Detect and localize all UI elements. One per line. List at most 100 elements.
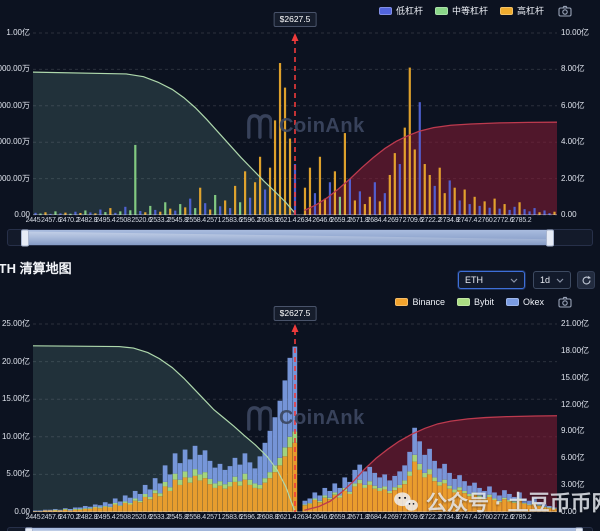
coin-select[interactable]: ETH <box>458 271 525 289</box>
x-axis-label: 2760 <box>477 514 493 521</box>
low-leverage-swatch <box>378 6 392 15</box>
datazoom-right-handle[interactable] <box>575 527 583 531</box>
legend-item-binance[interactable]: Binance <box>395 297 445 307</box>
price-marker-bottom: $2627.5 <box>273 306 317 321</box>
x-axis-label: 2470.2 <box>59 217 80 224</box>
y-axis-label: 8,000.00万 <box>0 64 30 74</box>
top-datazoom-slider[interactable] <box>7 229 593 246</box>
x-axis-label: 2621.4 <box>276 217 297 224</box>
datazoom-left-handle[interactable] <box>21 229 29 246</box>
x-axis-label: 2482.8 <box>77 217 98 224</box>
legend-label: 中等杠杆 <box>451 6 488 16</box>
y-axis-label: 3.00亿 <box>561 480 585 490</box>
x-axis-label: 2596.2 <box>239 217 261 224</box>
x-axis-label: 2621.4 <box>276 514 297 521</box>
x-axis-label: 2608.8 <box>258 514 279 521</box>
x-axis-label: 2785.2 <box>511 217 532 224</box>
x-axis-label: 2671.8 <box>348 217 369 224</box>
x-axis-label: 2508 <box>116 217 131 224</box>
x-axis-label: 2583.6 <box>221 514 243 521</box>
datazoom-left-handle[interactable] <box>25 527 33 531</box>
refresh-button[interactable] <box>577 271 595 289</box>
legend-label: Bybit <box>473 297 494 307</box>
y-axis-label: 8.00亿 <box>561 64 585 74</box>
datazoom-right-handle[interactable] <box>546 229 554 246</box>
bottom-datazoom-slider[interactable] <box>7 527 593 531</box>
x-axis-label: 2760 <box>477 217 493 224</box>
camera-icon[interactable] <box>558 5 572 17</box>
chevron-down-icon <box>556 278 564 283</box>
x-axis-label: 2457.6 <box>40 514 62 521</box>
x-axis-label: 2684.4 <box>366 217 387 224</box>
y-axis-label: 9.00亿 <box>561 426 585 436</box>
y-axis-label: 0.00 <box>561 507 577 516</box>
legend-item-high-leverage[interactable]: 高杠杆 <box>499 4 544 17</box>
x-axis-label: 2785.2 <box>511 514 532 521</box>
x-axis-label: 2734.8 <box>438 217 460 224</box>
x-axis-label: 2772.6 <box>493 217 514 224</box>
y-axis-label: 15.00亿 <box>561 372 590 382</box>
y-axis-label: 15.00亿 <box>1 394 30 404</box>
y-axis-label: 25.00亿 <box>1 319 30 328</box>
bottom-chart-legend: Binance Bybit Okex <box>395 296 572 308</box>
legend-label: Binance <box>412 297 445 307</box>
datazoom-selection[interactable] <box>29 528 579 531</box>
x-axis-label: 2709.6 <box>402 217 423 224</box>
x-axis-label: 2508 <box>116 514 131 521</box>
x-axis-label: 2772.6 <box>493 514 514 521</box>
x-axis-label: 2445 <box>25 514 41 521</box>
y-axis-label: 4.00亿 <box>561 137 585 147</box>
refresh-icon <box>582 275 591 284</box>
y-axis-label: 6,000.00万 <box>0 100 30 110</box>
x-axis-label: 2545.8 <box>167 217 188 224</box>
high-leverage-swatch <box>499 6 513 15</box>
datazoom-selection[interactable] <box>25 230 550 245</box>
x-axis-label: 2646.6 <box>312 217 333 224</box>
x-axis-label: 2722.2 <box>420 514 442 521</box>
legend-item-bybit[interactable]: Bybit <box>456 297 494 307</box>
okex-swatch <box>505 298 519 306</box>
bottom-liquidation-chart <box>32 323 558 513</box>
binance-swatch <box>395 298 409 306</box>
y-axis-label: 2.00亿 <box>561 173 585 183</box>
legend-item-mid-leverage[interactable]: 中等杠杆 <box>434 4 488 17</box>
chevron-down-icon <box>510 278 518 283</box>
x-axis-label: 2646.6 <box>312 514 333 521</box>
x-axis-label: 2684.4 <box>366 514 387 521</box>
timeframe-select-value: 1d <box>540 275 551 285</box>
x-axis-label: 2558.4 <box>185 514 206 521</box>
x-axis-label: 2659.2 <box>330 514 351 521</box>
x-axis-label: 2445 <box>25 217 41 224</box>
x-axis-label: 2596.2 <box>239 514 261 521</box>
x-axis-label: 2583.6 <box>221 217 243 224</box>
y-axis-label: 1.00亿 <box>6 28 30 37</box>
timeframe-select[interactable]: 1d <box>533 271 571 289</box>
x-axis-label: 2659.2 <box>330 217 351 224</box>
x-axis-label: 2734.8 <box>438 514 460 521</box>
x-axis-label: 2697 <box>387 514 403 521</box>
x-axis-label: 2709.6 <box>402 514 423 521</box>
x-axis-label: 2520.6 <box>131 217 152 224</box>
y-axis-label: 0.00 <box>561 210 577 219</box>
y-axis-label: 21.00亿 <box>561 319 590 328</box>
x-axis-label: 2470.2 <box>59 514 80 521</box>
x-axis-label: 2747.4 <box>457 217 478 224</box>
x-axis-label: 2747.4 <box>457 514 478 521</box>
x-axis-label: 2571 <box>206 217 222 224</box>
x-axis-label: 2608.8 <box>258 217 279 224</box>
x-axis-label: 2558.4 <box>185 217 206 224</box>
x-axis-label: 2634 <box>296 514 312 521</box>
x-axis-label: 2697 <box>387 217 403 224</box>
y-axis-label: 12.00亿 <box>561 399 590 409</box>
legend-label: 低杠杆 <box>395 6 423 16</box>
camera-icon[interactable] <box>558 296 572 308</box>
x-axis-label: 2482.8 <box>77 514 98 521</box>
x-axis-label: 2495.4 <box>95 217 116 224</box>
legend-item-okex[interactable]: Okex <box>505 297 544 307</box>
y-axis-label: 0.00 <box>14 507 30 516</box>
x-axis-label: 2520.6 <box>131 514 152 521</box>
y-axis-label: 6.00亿 <box>561 453 585 463</box>
y-axis-label: 20.00亿 <box>1 356 30 366</box>
legend-item-low-leverage[interactable]: 低杠杆 <box>378 4 423 17</box>
